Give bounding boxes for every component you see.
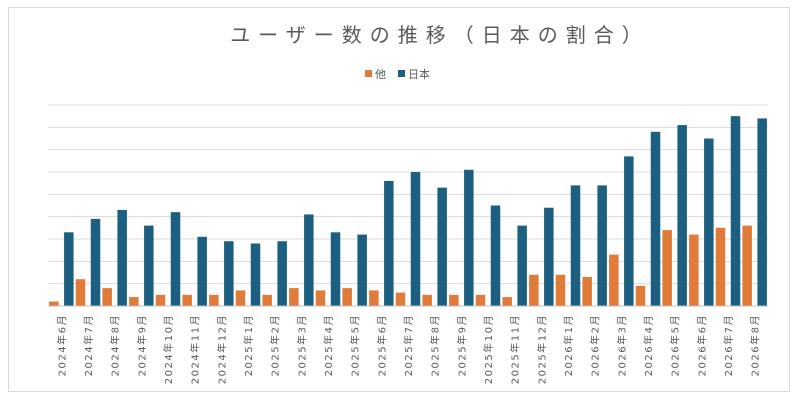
- x-tick-label: 2026年2月: [589, 314, 602, 376]
- x-tick-label: 2025年12月: [535, 314, 548, 384]
- bar-japan: [570, 185, 581, 306]
- bar-other: [289, 288, 299, 306]
- bar-other: [155, 294, 166, 306]
- x-tick-label: 2024年11月: [189, 314, 202, 384]
- bar-other: [102, 288, 112, 306]
- bar-other: [475, 294, 486, 306]
- x-tick-label: 2025年5月: [349, 314, 362, 376]
- legend-label: 他: [375, 68, 386, 81]
- bar-japan: [650, 131, 661, 306]
- bar-japan: [277, 241, 287, 306]
- bar-other: [75, 279, 86, 306]
- x-tick-label: 2026年6月: [695, 314, 708, 376]
- bar-japan: [197, 236, 207, 306]
- bar-japan: [597, 185, 607, 306]
- bar-other: [235, 290, 246, 306]
- bar-other: [662, 230, 672, 306]
- bar-japan: [490, 205, 501, 306]
- legend-swatch: [398, 70, 405, 77]
- bar-japan: [704, 138, 714, 306]
- bar-other: [689, 234, 699, 306]
- x-tick-label: 2026年3月: [615, 314, 628, 376]
- bar-japan: [250, 243, 261, 306]
- x-tick-label: 2024年8月: [109, 314, 122, 376]
- bar-japan: [677, 125, 687, 306]
- x-tick-label: 2025年10月: [482, 314, 495, 384]
- x-tick-label: 2025年1月: [242, 314, 255, 376]
- legend-label: 日本: [408, 67, 430, 81]
- x-tick-label: 2024年10月: [162, 314, 175, 384]
- bar-other: [742, 225, 752, 306]
- bar-japan: [410, 172, 421, 306]
- x-tick-label: 2026年5月: [669, 314, 682, 376]
- bar-other: [182, 294, 192, 306]
- x-tick-label: 2024年12月: [215, 314, 228, 384]
- bar-japan: [90, 218, 101, 306]
- bar-other: [715, 227, 726, 306]
- x-tick-label: 2024年6月: [55, 314, 68, 376]
- x-tick-label: 2025年11月: [509, 314, 522, 384]
- x-tick-label: 2025年3月: [295, 314, 308, 376]
- bar-other: [369, 290, 379, 306]
- x-tick-label: 2025年6月: [375, 314, 388, 376]
- bar-japan: [544, 207, 554, 306]
- bar-japan: [224, 241, 234, 306]
- bar-japan: [730, 116, 741, 307]
- bar-other: [502, 297, 512, 306]
- bar-japan: [330, 232, 341, 306]
- bar-other: [422, 294, 432, 306]
- x-tick-label: 2024年7月: [82, 314, 95, 376]
- bar-japan: [117, 209, 127, 306]
- x-tick-label: 2025年7月: [402, 314, 415, 376]
- bar-japan: [144, 225, 154, 306]
- legend-swatch: [365, 70, 372, 77]
- bar-japan: [384, 180, 394, 306]
- bar-other: [209, 294, 219, 306]
- bar-japan: [464, 169, 474, 306]
- bar-japan: [757, 118, 767, 307]
- bar-other: [449, 294, 459, 306]
- bar-other: [315, 290, 326, 306]
- bar-other: [529, 274, 539, 306]
- bar-other: [49, 301, 59, 306]
- chart-title: ユーザー数の推移（日本の割合）: [230, 23, 650, 47]
- x-tick-labels: 2024年6月 2024年7月 2024年8月 2024年9月 2024年10月 2024…: [55, 314, 761, 384]
- x-tick-label: 2025年9月: [455, 314, 468, 376]
- bar-japan: [170, 212, 181, 306]
- bar-japan: [304, 214, 314, 306]
- x-tick-label: 2026年1月: [562, 314, 575, 376]
- x-tick-label: 2025年4月: [322, 314, 335, 376]
- x-tick-label: 2026年8月: [749, 314, 762, 376]
- bar-japan: [357, 234, 367, 306]
- bar-other: [635, 285, 646, 306]
- bar-other: [609, 254, 619, 306]
- bar-japan: [64, 232, 74, 306]
- bar-japan: [437, 187, 447, 306]
- x-tick-label: 2024年9月: [135, 314, 148, 376]
- bar-other: [342, 288, 352, 306]
- bar-other: [129, 297, 139, 306]
- bar-japan: [624, 156, 634, 306]
- x-tick-label: 2025年2月: [269, 314, 282, 376]
- x-tick-label: 2026年7月: [722, 314, 735, 376]
- bar-other: [555, 274, 566, 306]
- x-tick-label: 2025年8月: [429, 314, 442, 376]
- bar-other: [395, 292, 406, 306]
- bars: [49, 116, 767, 307]
- bar-other: [262, 294, 272, 306]
- bar-other: [582, 276, 592, 306]
- x-tick-label: 2026年4月: [642, 314, 655, 376]
- bar-japan: [517, 225, 527, 306]
- legend: 他 日本: [365, 67, 430, 81]
